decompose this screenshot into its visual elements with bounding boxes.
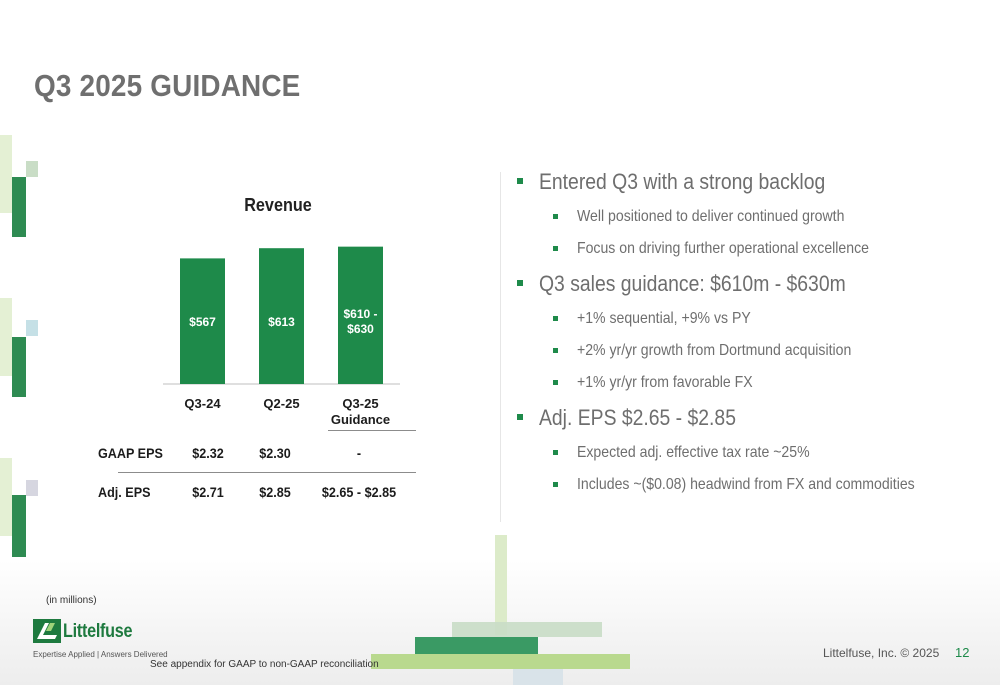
tick-label-2: Q3-25 Guidance [331, 396, 390, 427]
cell-gaap-q2-25: $2.30 [259, 445, 291, 461]
logo-wordmark: Littelfuse [63, 621, 133, 642]
deco-block [12, 495, 26, 557]
littelfuse-logo: Littelfuse Expertise Applied | Answers D… [33, 619, 168, 664]
bullet-1: Entered Q3 with a strong backlog [515, 166, 985, 198]
deco-block [495, 535, 507, 635]
deco-block [12, 177, 26, 237]
bullet-1-sub-2: Focus on driving further operational exc… [515, 236, 985, 262]
cell-adj-q3-25: $2.65 - $2.85 [321, 484, 397, 500]
bullet-marker [553, 316, 558, 321]
tick-label-1: Q2-25 [263, 396, 299, 411]
bullet-marker [517, 414, 523, 420]
deco-block [371, 654, 630, 669]
page-number: 12 [955, 645, 970, 660]
logo-tagline: Expertise Applied | Answers Delivered [33, 650, 168, 659]
bar-1 [259, 248, 304, 384]
deco-block [26, 161, 38, 177]
chart-title: Revenue [244, 195, 312, 215]
row-label-gaap-eps: GAAP EPS [98, 445, 163, 461]
cell-gaap-q3-25: - [356, 445, 362, 461]
units-note: (in millions) [46, 595, 97, 606]
deco-block [452, 622, 602, 637]
tick-label-0: Q3-24 [184, 396, 221, 411]
cell-adj-q3-24: $2.71 [192, 484, 224, 500]
deco-block [0, 458, 12, 536]
page-title: Q3 2025 GUIDANCE [34, 68, 301, 103]
row-label-adj-eps: Adj. EPS [98, 484, 151, 500]
bullet-1-sub-1: Well positioned to deliver continued gro… [515, 204, 985, 230]
cell-adj-q2-25: $2.85 [259, 484, 291, 500]
data-label-1: $613 [268, 315, 295, 329]
deco-block [26, 320, 38, 336]
copyright: Littelfuse, Inc. © 2025 [823, 646, 940, 660]
bullet-marker [553, 246, 558, 251]
bullet-marker [553, 482, 558, 487]
bullet-marker [517, 178, 523, 184]
bullet-2-sub-1: +1% sequential, +9% vs PY [515, 306, 985, 332]
bullet-marker [553, 380, 558, 385]
deco-block [0, 298, 12, 376]
column-divider [500, 172, 501, 522]
bullet-2-sub-2: +2% yr/yr growth from Dortmund acquisiti… [515, 338, 985, 364]
bar-2 [338, 246, 383, 384]
deco-block [415, 637, 538, 654]
bullet-3: Adj. EPS $2.65 - $2.85 [515, 402, 985, 434]
data-label-2: $610 -$630 [343, 307, 377, 336]
bullet-marker [517, 280, 523, 286]
deco-block [12, 337, 26, 397]
bullet-2: Q3 sales guidance: $610m - $630m [515, 268, 985, 300]
deco-block [26, 480, 38, 496]
data-label-0: $567 [189, 315, 216, 329]
guidance-bullets: Entered Q3 with a strong backlog Well po… [515, 166, 985, 504]
cell-gaap-q3-24: $2.32 [192, 445, 224, 461]
bullet-marker [553, 348, 558, 353]
logo-mark-icon [33, 619, 61, 643]
footnote: See appendix for GAAP to non-GAAP reconc… [150, 659, 379, 670]
bullet-3-sub-1: Expected adj. effective tax rate ~25% [515, 440, 985, 466]
bullet-marker [553, 214, 558, 219]
revenue-bar-chart: $567 Q3-24 $613 Q2-25 $610 -$630 Q3-25 Guidanc… [163, 246, 400, 427]
deco-block [513, 669, 563, 685]
bullet-3-sub-2: Includes ~($0.08) headwind from FX and c… [515, 472, 985, 498]
table-rule [118, 472, 416, 473]
bullet-2-sub-3: +1% yr/yr from favorable FX [515, 370, 985, 396]
bullet-marker [553, 450, 558, 455]
deco-block [0, 135, 12, 213]
table-rule [328, 430, 416, 431]
bar-0 [180, 258, 225, 384]
